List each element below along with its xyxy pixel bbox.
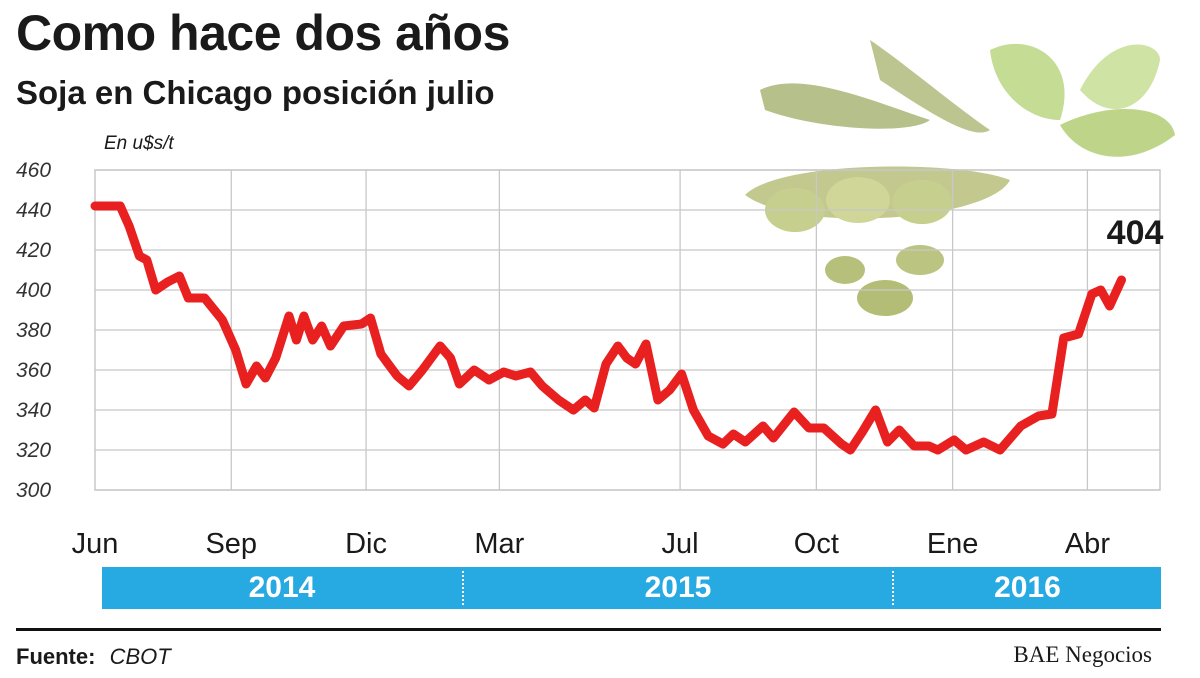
soy-pod-top (870, 40, 990, 133)
chart-subtitle: Soja en Chicago posición julio (16, 74, 495, 111)
y-tick-label: 360 (16, 359, 51, 382)
y-tick-label: 420 (16, 239, 51, 262)
x-axis: Jun Sep Dic Mar Jul Oct Ene Abr (72, 528, 1111, 560)
year-separator (892, 571, 894, 605)
last-value-label: 404 (1107, 214, 1164, 252)
source-line: Fuente: CBOT (16, 644, 171, 670)
source-value: CBOT (109, 644, 171, 669)
y-tick-label: 300 (16, 479, 51, 502)
footer-divider (16, 628, 1161, 631)
year-label-2015: 2015 (644, 571, 712, 604)
chart-title: Como hace dos años (16, 5, 510, 61)
soy-leaf-1 (990, 43, 1065, 120)
soy-leaf-3 (1060, 108, 1175, 157)
publisher-credit: BAE Negocios (1013, 642, 1152, 667)
y-tick-label: 460 (16, 159, 51, 182)
soybean-3 (892, 180, 952, 224)
x-tick-label: Sep (205, 528, 257, 560)
x-tick-label: Jun (72, 528, 119, 560)
soy-pod-left (760, 83, 930, 129)
x-tick-label: Dic (345, 528, 387, 560)
year-separator (462, 571, 464, 605)
line-chart: 460 440 420 400 380 360 340 320 300 Jun Sep Dic Mar… (16, 40, 1175, 560)
y-tick-label: 400 (16, 279, 51, 302)
soybean-4 (825, 256, 865, 284)
y-axis: 460 440 420 400 380 360 340 320 300 (16, 159, 51, 502)
y-tick-label: 440 (16, 199, 51, 222)
x-tick-label: Abr (1065, 528, 1110, 560)
x-tick-label: Mar (474, 528, 524, 560)
source-label: Fuente: (16, 644, 96, 669)
y-tick-label: 320 (16, 439, 51, 462)
chart-grid (94, 169, 1161, 491)
x-tick-label: Jul (662, 528, 699, 560)
soybean-5 (896, 245, 944, 275)
y-axis-unit-label: En u$s/t (104, 133, 174, 154)
x-tick-label: Ene (927, 528, 979, 560)
year-bar: 2014 2015 2016 (102, 567, 1161, 609)
year-label-2016: 2016 (994, 571, 1061, 604)
soybean-6 (857, 280, 913, 316)
soybean-2 (826, 177, 890, 223)
year-label-2014: 2014 (248, 571, 316, 604)
x-tick-label: Oct (794, 528, 839, 560)
soy-leaf-2 (1080, 44, 1160, 110)
soybean-illustration (745, 40, 1175, 316)
y-tick-label: 340 (16, 399, 51, 422)
series-line (90, 201, 1126, 455)
y-tick-label: 380 (16, 319, 51, 342)
